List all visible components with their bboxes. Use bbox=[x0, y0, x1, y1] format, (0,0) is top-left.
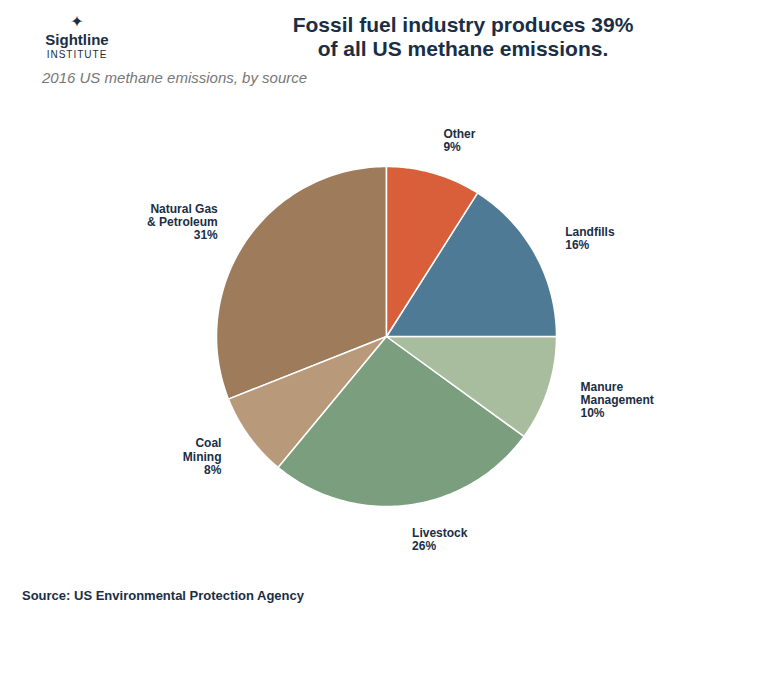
svg-text:CoalMining8%: CoalMining8% bbox=[183, 437, 222, 477]
html-text:Fossil fuel industry produces: Fossil fuel industry produces 39% of all… bbox=[292, 12, 634, 60]
html-text:Source: US Environmental Prote: Source: US Environmental Protection Agen… bbox=[22, 588, 304, 604]
html-text:2016 US methane emissions, by: 2016 US methane emissions, by source bbox=[42, 69, 308, 87]
svg-text:Natural Gas& Petroleum31%: Natural Gas& Petroleum31% bbox=[147, 202, 218, 242]
svg-text:ManureManagement10%: ManureManagement10% bbox=[581, 380, 654, 420]
html-text:INSTITUTE: INSTITUTE bbox=[46, 49, 108, 61]
svg-text:Landfills16%: Landfills16% bbox=[565, 225, 615, 252]
html-text:Sightline: Sightline bbox=[45, 31, 109, 49]
svg-text:Livestock26%: Livestock26% bbox=[412, 526, 468, 553]
svg-text:Other9%: Other9% bbox=[443, 127, 475, 154]
